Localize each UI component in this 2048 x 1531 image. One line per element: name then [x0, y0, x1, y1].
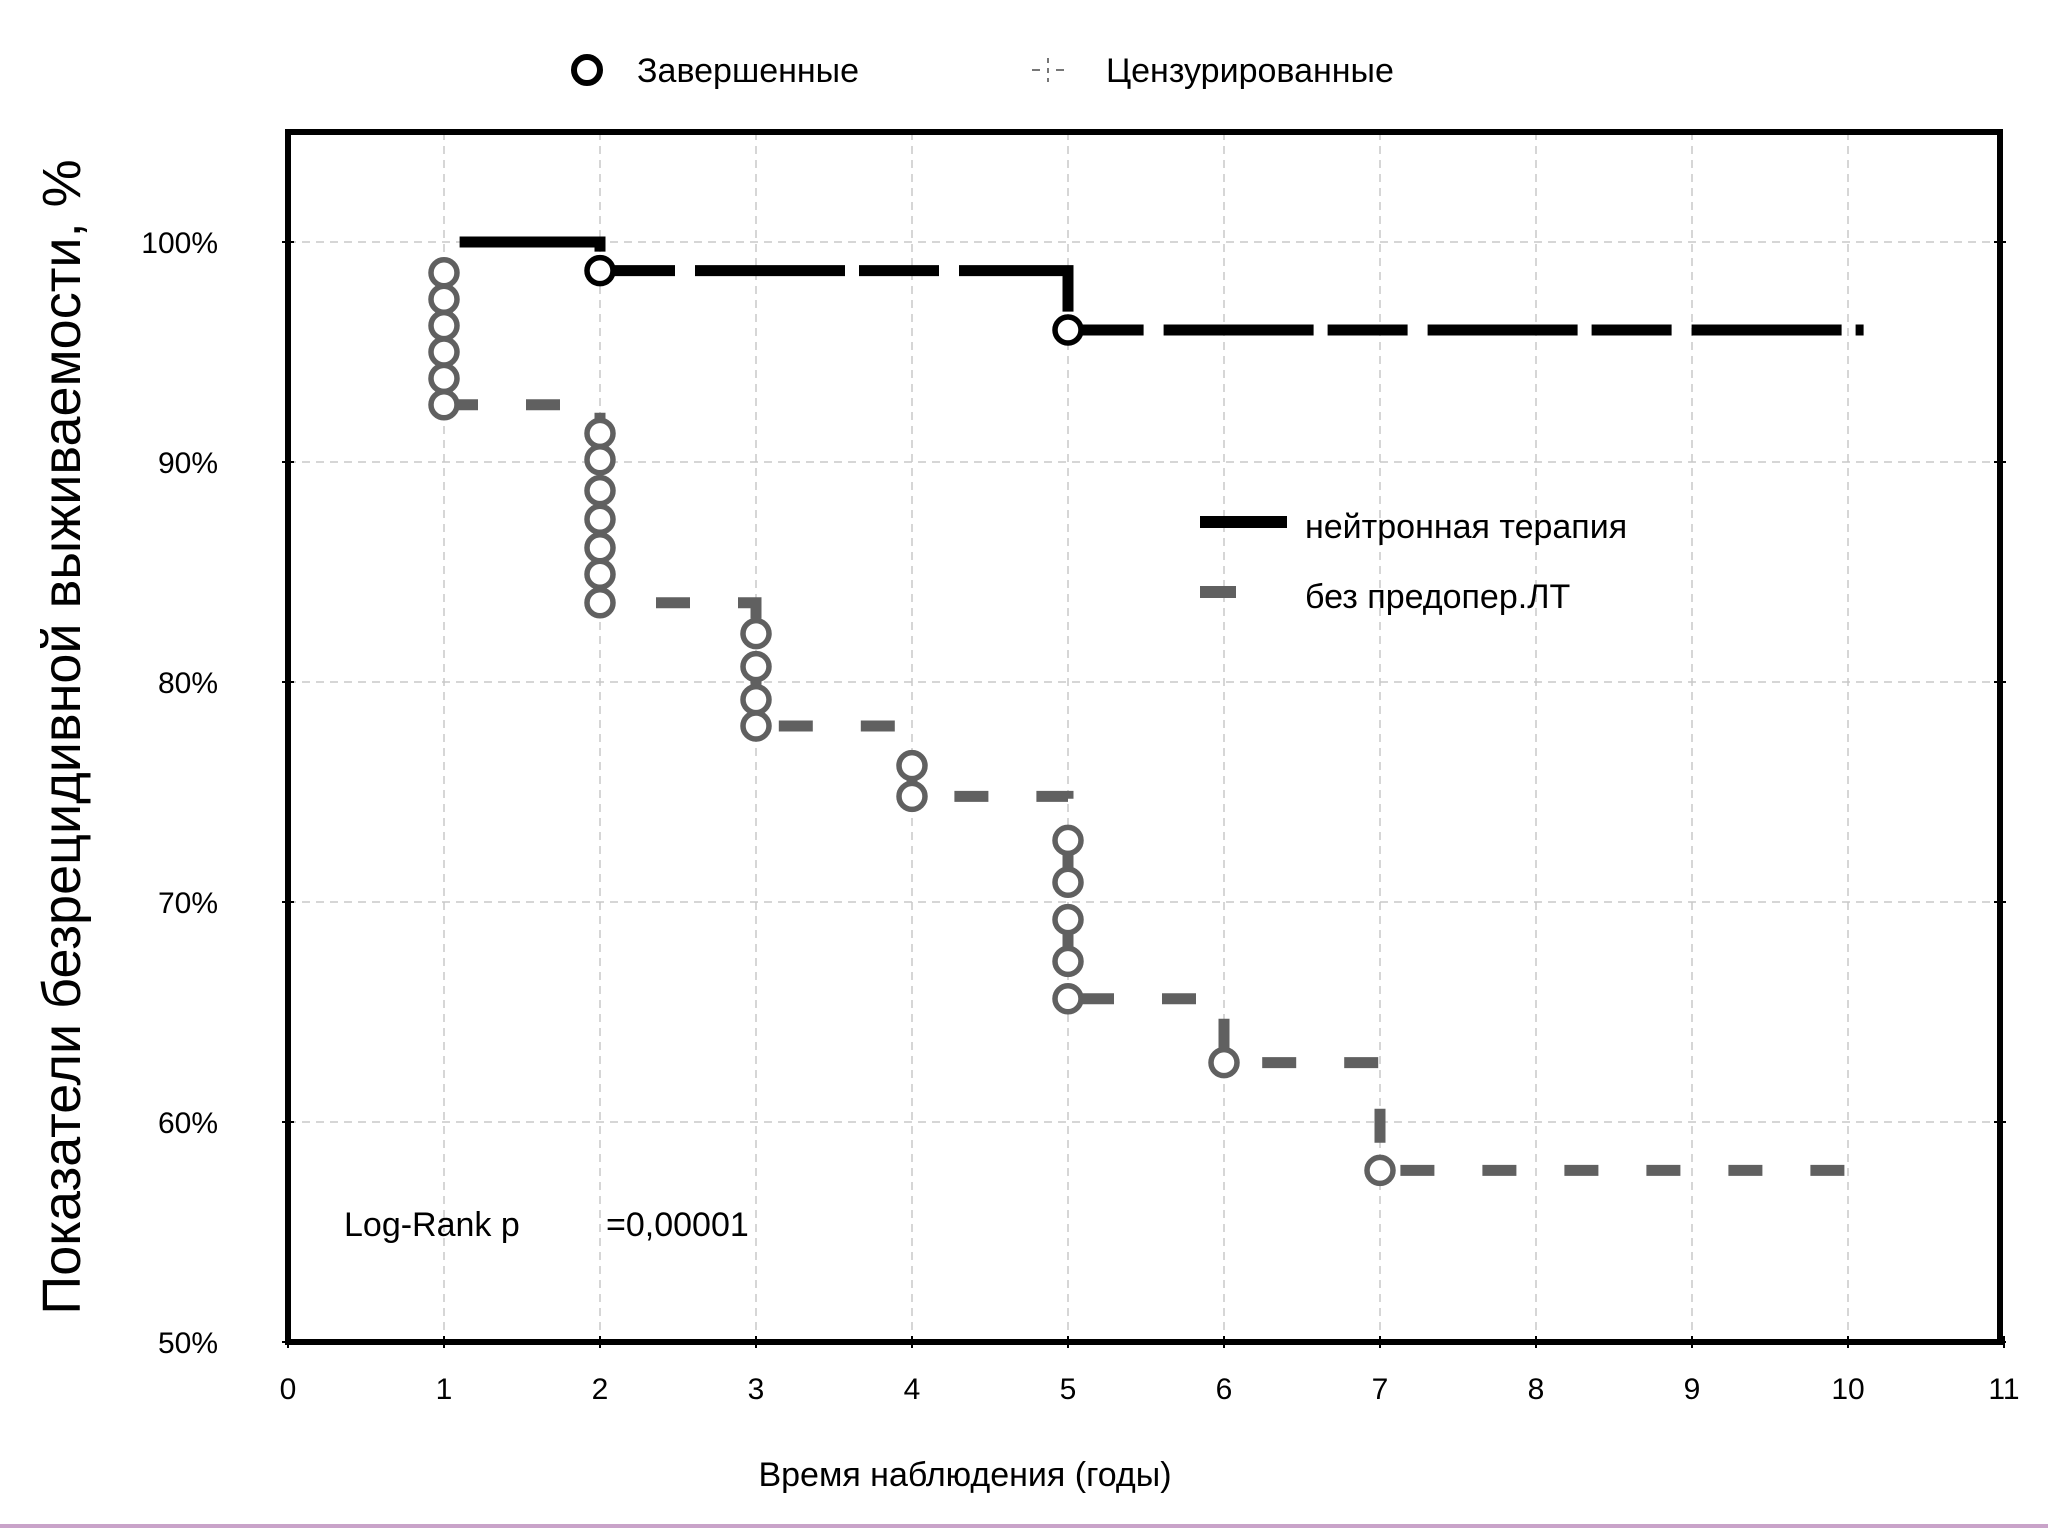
grid-lines	[288, 132, 2000, 1342]
censored-marker-icon	[1032, 58, 1064, 82]
survival-line-2	[444, 399, 1880, 1176]
event-marker	[428, 257, 460, 289]
y-tick-label: 60%	[158, 1107, 218, 1140]
event-marker	[428, 389, 460, 421]
event-marker	[740, 683, 772, 716]
series-1	[459, 236, 1864, 346]
event-marker	[428, 336, 460, 368]
bottom-rule	[0, 1524, 2048, 1528]
marker-legend: Завершенные Цензурированные	[571, 52, 1394, 90]
series-2	[428, 257, 1880, 1187]
legend-label-no-lt: без предопер.ЛТ	[1305, 578, 1570, 616]
y-tick-label: 80%	[158, 667, 218, 700]
event-marker	[584, 503, 616, 535]
series-legend: нейтронная терапия без предопер.ЛТ	[1200, 508, 1627, 616]
censored-label: Цензурированные	[1106, 52, 1394, 90]
event-marker	[584, 474, 616, 507]
x-tick-label: 8	[1528, 1373, 1545, 1406]
y-tick-label: 50%	[158, 1327, 218, 1360]
event-marker	[428, 362, 460, 395]
y-axis-label: Показатели безрецидивной выживаемости, %	[32, 159, 92, 1314]
completed-marker-icon	[571, 54, 603, 86]
event-marker	[428, 309, 460, 342]
completed-label: Завершенные	[637, 52, 859, 90]
x-tick-label: 9	[1684, 1373, 1701, 1406]
logrank-label: Log-Rank p	[344, 1206, 520, 1244]
event-marker	[1052, 945, 1084, 978]
event-marker	[1052, 903, 1084, 936]
y-tick-label: 90%	[158, 447, 218, 480]
x-tick-label: 6	[1216, 1373, 1233, 1406]
event-marker	[584, 444, 616, 476]
x-tick-label: 11	[1988, 1373, 2019, 1406]
event-marker	[1364, 1154, 1396, 1187]
event-marker	[1052, 866, 1084, 898]
x-tick-label: 5	[1060, 1373, 1077, 1406]
event-marker	[896, 749, 928, 782]
event-marker	[584, 587, 616, 619]
event-marker	[584, 558, 616, 590]
plot-frame	[285, 129, 2003, 1345]
y-tick-label: 70%	[158, 887, 218, 920]
legend-label-neutron: нейтронная терапия	[1305, 508, 1627, 546]
survival-line-1	[459, 236, 1864, 336]
event-marker	[1052, 314, 1084, 346]
event-marker	[1208, 1046, 1240, 1079]
event-marker	[584, 254, 616, 287]
event-marker	[1052, 983, 1084, 1015]
event-marker	[896, 780, 928, 813]
event-marker	[740, 650, 772, 683]
x-tick-label: 4	[904, 1373, 921, 1406]
event-marker	[584, 417, 616, 450]
x-tick-label: 0	[280, 1373, 297, 1406]
axis-ticks: 0 1 2 3 4 5 6 7 8 9 10 11 50% 60% 70% 80% 90% 100%	[141, 227, 2019, 1406]
x-tick-label: 7	[1372, 1373, 1389, 1406]
logrank-value: =0,00001	[606, 1206, 749, 1244]
event-marker	[740, 617, 772, 650]
x-axis-label: Время наблюдения (годы)	[758, 1456, 1171, 1494]
logrank-annotation: Log-Rank p =0,00001	[344, 1206, 749, 1244]
y-tick-label: 100%	[141, 227, 218, 260]
x-tick-label: 3	[748, 1373, 765, 1406]
x-tick-label: 2	[592, 1373, 609, 1406]
x-tick-label: 1	[436, 1373, 453, 1406]
x-tick-label: 10	[1831, 1373, 1864, 1406]
event-marker	[428, 283, 460, 315]
event-marker	[740, 710, 772, 742]
event-marker	[1052, 824, 1084, 857]
series-layer	[428, 236, 1880, 1187]
event-marker	[584, 532, 616, 564]
